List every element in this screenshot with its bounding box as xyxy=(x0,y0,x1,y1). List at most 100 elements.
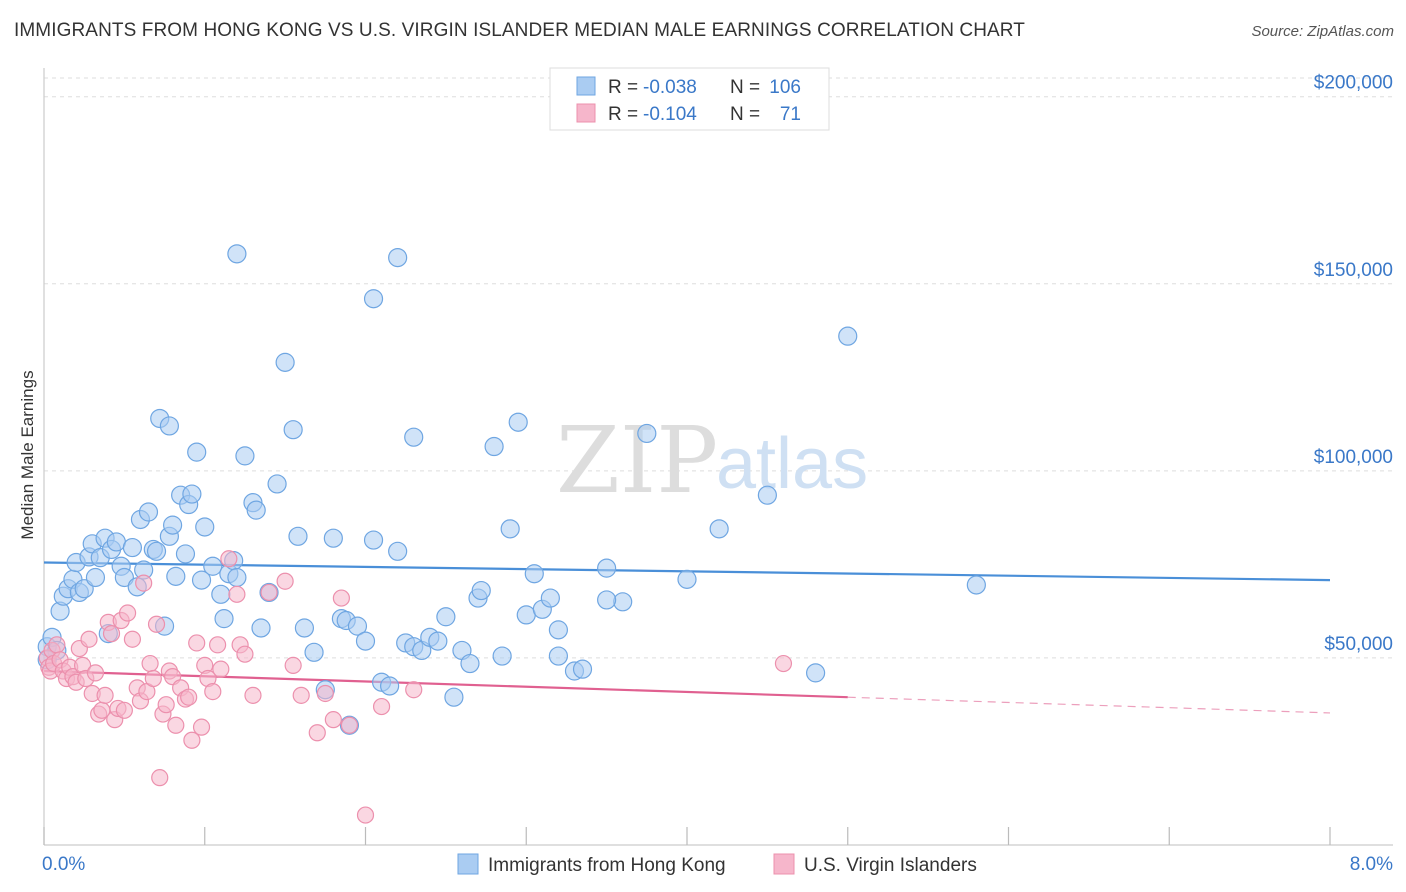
y-tick-label-2: $150,000 xyxy=(1314,260,1393,281)
point-hong-kong-97 xyxy=(363,289,384,309)
y-tick-label-1: $100,000 xyxy=(1314,447,1393,468)
point-hong-kong-95 xyxy=(966,575,986,595)
point-virgin-islanders-58 xyxy=(276,572,294,590)
point-hong-kong-39 xyxy=(211,584,231,604)
point-virgin-islanders-36 xyxy=(151,769,169,787)
point-hong-kong-103 xyxy=(805,663,826,683)
point-hong-kong-49 xyxy=(267,474,287,494)
bottom-legend-label-hong-kong: Immigrants from Hong Kong xyxy=(488,855,726,876)
point-virgin-islanders-35 xyxy=(147,615,166,633)
point-virgin-islanders-26 xyxy=(115,701,133,719)
point-hong-kong-101 xyxy=(404,427,424,447)
chart-title: IMMIGRANTS FROM HONG KONG VS U.S. VIRGIN… xyxy=(14,20,1025,41)
point-virgin-islanders-68 xyxy=(405,681,423,699)
point-hong-kong-17 xyxy=(106,532,126,552)
point-virgin-islanders-61 xyxy=(308,724,326,742)
bottom-legend-swatch-virgin-islanders xyxy=(773,853,795,875)
point-hong-kong-64 xyxy=(380,676,400,696)
point-virgin-islanders-64 xyxy=(332,589,350,607)
point-virgin-islanders-54 xyxy=(228,585,246,603)
point-hong-kong-47 xyxy=(251,618,271,638)
point-hong-kong-94 xyxy=(838,326,858,346)
point-virgin-islanders-57 xyxy=(260,583,278,602)
legend-swatch-hong-kong xyxy=(576,76,596,96)
legend-n-label-1: N = xyxy=(730,77,760,98)
point-hong-kong-60 xyxy=(347,616,368,636)
source-label: Source: ZipAtlas.com xyxy=(1251,23,1394,40)
point-hong-kong-91 xyxy=(677,569,697,589)
point-virgin-islanders-65 xyxy=(340,716,359,734)
point-virgin-islanders-52 xyxy=(212,660,230,678)
point-virgin-islanders-69 xyxy=(774,654,793,673)
point-virgin-islanders-5 xyxy=(48,636,66,654)
point-hong-kong-87 xyxy=(572,659,593,679)
point-hong-kong-29 xyxy=(163,515,183,535)
trend-extension-1 xyxy=(847,696,1331,714)
legend-swatch-virgin-islanders xyxy=(576,103,596,123)
point-virgin-islanders-45 xyxy=(183,731,201,749)
legend-r-value-2: -0.104 xyxy=(643,104,697,125)
point-virgin-islanders-70 xyxy=(236,645,254,663)
point-hong-kong-50 xyxy=(275,352,295,372)
watermark-atlas: atlas xyxy=(716,424,868,504)
point-hong-kong-20 xyxy=(122,537,143,558)
watermark: ZIP atlas xyxy=(556,407,868,514)
point-hong-kong-62 xyxy=(363,530,384,550)
top-legend: R = -0.038 N = 106 R = -0.104 N = 71 xyxy=(549,67,830,131)
point-hong-kong-84 xyxy=(540,588,560,608)
point-hong-kong-56 xyxy=(323,528,343,548)
legend-r-label-1: R = xyxy=(608,77,638,98)
point-virgin-islanders-53 xyxy=(220,550,238,568)
point-virgin-islanders-31 xyxy=(135,574,153,592)
point-hong-kong-54 xyxy=(304,642,324,662)
y-tick-label-0: $50,000 xyxy=(1324,634,1393,655)
point-hong-kong-80 xyxy=(508,412,528,432)
point-hong-kong-35 xyxy=(187,442,207,462)
legend-n-value-1: 106 xyxy=(769,77,801,98)
point-hong-kong-100 xyxy=(159,416,179,436)
point-virgin-islanders-27 xyxy=(118,604,137,622)
point-virgin-islanders-41 xyxy=(167,716,185,734)
point-virgin-islanders-20 xyxy=(96,686,114,704)
point-virgin-islanders-38 xyxy=(157,696,175,714)
legend-r-label-2: R = xyxy=(608,104,638,125)
point-hong-kong-81 xyxy=(516,605,536,625)
y-axis-title: Median Male Earnings xyxy=(18,370,37,539)
point-hong-kong-79 xyxy=(500,519,520,539)
point-virgin-islanders-28 xyxy=(123,630,142,648)
bottom-legend-label-virgin-islanders: U.S. Virgin Islanders xyxy=(804,855,977,876)
point-hong-kong-93 xyxy=(757,485,777,505)
top-legend-box xyxy=(549,67,830,131)
point-hong-kong-98 xyxy=(388,247,408,268)
point-hong-kong-34 xyxy=(182,484,202,504)
point-hong-kong-85 xyxy=(548,620,569,640)
x-tick-label-left: 0.0% xyxy=(42,854,85,875)
point-hong-kong-32 xyxy=(175,544,196,564)
point-hong-kong-104 xyxy=(548,646,569,666)
point-virgin-islanders-46 xyxy=(188,634,206,652)
point-virgin-islanders-47 xyxy=(192,718,211,736)
point-hong-kong-46 xyxy=(246,500,266,520)
point-hong-kong-65 xyxy=(388,541,408,561)
point-hong-kong-30 xyxy=(166,566,186,586)
point-hong-kong-74 xyxy=(460,653,480,674)
point-hong-kong-40 xyxy=(214,609,234,629)
y-tick-labels: $50,000 $100,000 $150,000 $200,000 xyxy=(1314,73,1393,655)
y-tick-label-3: $200,000 xyxy=(1314,73,1393,94)
point-hong-kong-82 xyxy=(524,564,544,584)
point-virgin-islanders-63 xyxy=(324,711,342,729)
axes xyxy=(43,68,1393,846)
point-hong-kong-88 xyxy=(597,558,617,578)
point-hong-kong-43 xyxy=(227,567,247,588)
point-hong-kong-37 xyxy=(195,517,215,537)
x-tick-label-right: 8.0% xyxy=(1350,854,1393,875)
point-hong-kong-92 xyxy=(709,519,729,539)
point-hong-kong-51 xyxy=(283,420,303,440)
legend-n-label-2: N = xyxy=(730,104,760,125)
point-virgin-islanders-56 xyxy=(244,686,262,704)
point-virgin-islanders-60 xyxy=(292,686,310,704)
point-hong-kong-90 xyxy=(637,423,657,444)
point-hong-kong-70 xyxy=(428,631,448,651)
point-hong-kong-96 xyxy=(227,244,247,264)
